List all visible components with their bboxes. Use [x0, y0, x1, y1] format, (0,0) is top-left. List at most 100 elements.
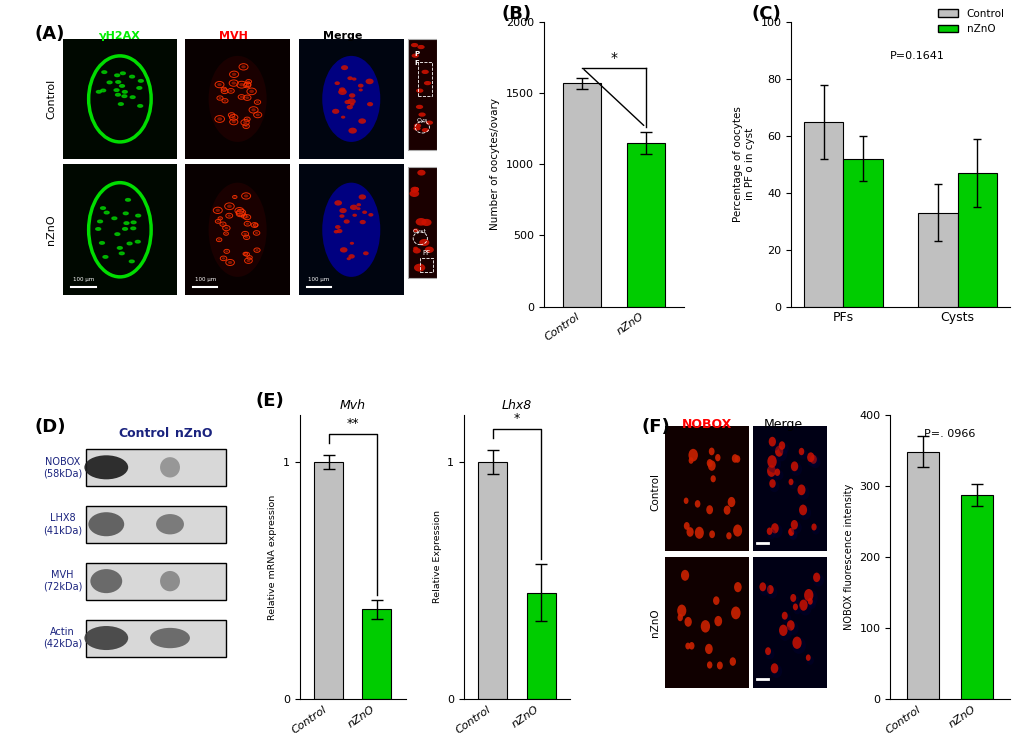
- Ellipse shape: [352, 213, 357, 217]
- Ellipse shape: [782, 613, 791, 624]
- Ellipse shape: [118, 103, 123, 105]
- Ellipse shape: [347, 99, 356, 105]
- Ellipse shape: [217, 117, 222, 121]
- Ellipse shape: [356, 203, 361, 206]
- Ellipse shape: [130, 227, 136, 230]
- Ellipse shape: [247, 259, 250, 262]
- Ellipse shape: [790, 463, 801, 475]
- Ellipse shape: [98, 220, 103, 223]
- Ellipse shape: [245, 125, 248, 127]
- Text: (B): (B): [501, 5, 531, 23]
- Bar: [314, 462, 342, 699]
- Ellipse shape: [708, 531, 714, 538]
- Ellipse shape: [683, 498, 688, 504]
- Bar: [418, 62, 432, 96]
- Ellipse shape: [733, 525, 742, 537]
- Y-axis label: Relative mRNA expression: Relative mRNA expression: [268, 495, 277, 620]
- Ellipse shape: [779, 442, 788, 454]
- Ellipse shape: [97, 91, 101, 93]
- Ellipse shape: [766, 466, 780, 481]
- Ellipse shape: [231, 116, 235, 119]
- Ellipse shape: [768, 438, 779, 451]
- Ellipse shape: [685, 643, 690, 649]
- Ellipse shape: [346, 257, 351, 261]
- Bar: [408, 167, 436, 278]
- Ellipse shape: [766, 528, 771, 535]
- Ellipse shape: [786, 621, 798, 635]
- Ellipse shape: [251, 108, 256, 111]
- Ellipse shape: [704, 644, 712, 654]
- Ellipse shape: [759, 582, 765, 591]
- Ellipse shape: [764, 647, 770, 655]
- Ellipse shape: [798, 447, 804, 456]
- Ellipse shape: [809, 456, 819, 468]
- Ellipse shape: [409, 190, 419, 197]
- Ellipse shape: [334, 200, 341, 205]
- Bar: [299, 39, 404, 159]
- Ellipse shape: [421, 219, 431, 226]
- Ellipse shape: [716, 662, 722, 670]
- Text: 100 μm: 100 μm: [195, 277, 216, 282]
- Text: F: F: [414, 60, 419, 66]
- Text: **: **: [346, 417, 359, 430]
- Text: MVH: MVH: [219, 31, 248, 40]
- Ellipse shape: [91, 569, 122, 593]
- Ellipse shape: [788, 478, 793, 485]
- Ellipse shape: [352, 77, 357, 81]
- Ellipse shape: [418, 113, 425, 117]
- Ellipse shape: [238, 213, 243, 215]
- Ellipse shape: [85, 456, 128, 479]
- Ellipse shape: [160, 457, 179, 478]
- Ellipse shape: [136, 241, 140, 243]
- Ellipse shape: [681, 570, 689, 581]
- Ellipse shape: [348, 127, 357, 134]
- Ellipse shape: [799, 600, 807, 611]
- Ellipse shape: [792, 604, 797, 610]
- Ellipse shape: [256, 113, 260, 116]
- Ellipse shape: [332, 109, 339, 114]
- Ellipse shape: [123, 212, 128, 215]
- Ellipse shape: [768, 479, 775, 488]
- Ellipse shape: [729, 657, 736, 666]
- Text: MVH
(72kDa): MVH (72kDa): [43, 570, 83, 592]
- Ellipse shape: [256, 101, 259, 103]
- Ellipse shape: [793, 605, 800, 615]
- Ellipse shape: [788, 530, 797, 540]
- Ellipse shape: [346, 105, 353, 110]
- Ellipse shape: [238, 211, 244, 214]
- Ellipse shape: [127, 242, 131, 245]
- Ellipse shape: [224, 233, 227, 235]
- Ellipse shape: [239, 83, 244, 86]
- Ellipse shape: [803, 589, 812, 601]
- Ellipse shape: [710, 475, 715, 482]
- Ellipse shape: [348, 254, 355, 258]
- Ellipse shape: [322, 183, 380, 277]
- Ellipse shape: [227, 214, 230, 217]
- Ellipse shape: [806, 453, 813, 462]
- Ellipse shape: [806, 453, 817, 467]
- Ellipse shape: [322, 56, 380, 142]
- Ellipse shape: [768, 436, 775, 447]
- Ellipse shape: [359, 88, 363, 91]
- Ellipse shape: [726, 532, 731, 539]
- Y-axis label: Percentage of oocytes
in PF o in cyst: Percentage of oocytes in PF o in cyst: [733, 107, 754, 222]
- Ellipse shape: [688, 457, 693, 464]
- Ellipse shape: [253, 224, 256, 226]
- Ellipse shape: [799, 450, 807, 459]
- Ellipse shape: [684, 617, 691, 627]
- Text: Control: Control: [649, 473, 659, 511]
- Ellipse shape: [774, 447, 787, 461]
- Ellipse shape: [766, 587, 776, 598]
- Ellipse shape: [244, 253, 247, 255]
- Ellipse shape: [339, 214, 344, 218]
- Ellipse shape: [731, 454, 738, 463]
- Y-axis label: NOBOX fluorescence intensity: NOBOX fluorescence intensity: [843, 484, 853, 630]
- Ellipse shape: [246, 222, 249, 225]
- Ellipse shape: [119, 252, 124, 255]
- Ellipse shape: [722, 506, 730, 514]
- Ellipse shape: [115, 233, 119, 236]
- Ellipse shape: [686, 527, 693, 537]
- Ellipse shape: [209, 56, 266, 142]
- Ellipse shape: [244, 233, 247, 235]
- Bar: [87, 449, 225, 486]
